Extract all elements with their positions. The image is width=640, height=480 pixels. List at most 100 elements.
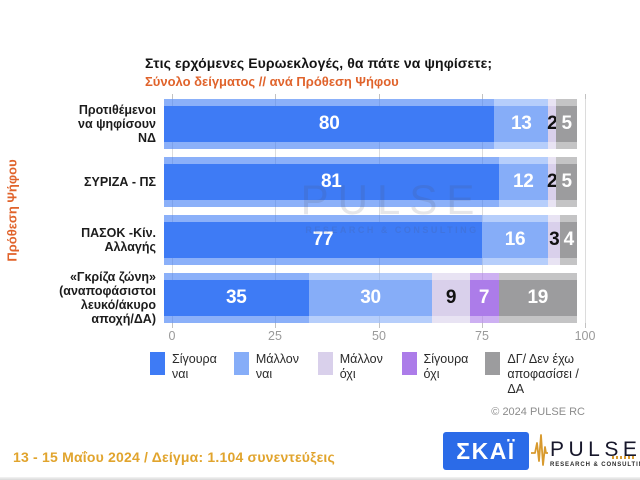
bar-segment: 7	[469, 273, 499, 323]
bar-rows: Προτιθέμενοι να ψηφίσουν ΝΔ 80 13 2 5 ΣΥΡΙΖΑ …	[30, 99, 585, 326]
bar-segment: 30	[308, 273, 433, 323]
bar-value-label: 35	[226, 287, 247, 308]
bar-value-label: 4	[563, 229, 575, 250]
bar-row: Προτιθέμενοι να ψηφίσουν ΝΔ 80 13 2 5	[30, 99, 585, 149]
axis-tick	[585, 323, 586, 328]
stacked-bar: 81 12 2 5	[164, 157, 577, 207]
chart-title: Στις ερχόμενες Ευρωεκλογές, θα πάτε να ψ…	[145, 55, 493, 71]
stacked-bar: 80 13 2 5	[164, 99, 577, 149]
bar-segment: 16	[482, 215, 549, 265]
page-bottom-edge	[0, 477, 640, 480]
legend-label: Μάλλον όχι	[339, 352, 383, 381]
axis-tick	[172, 323, 173, 328]
axis-tick	[275, 323, 276, 328]
category-label: ΠΑΣΟΚ -Κίν. Αλλαγής	[81, 226, 156, 254]
bar-value-label: 77	[312, 229, 334, 250]
legend-item: ΔΓ/ Δεν έχω αποφασίσει / ΔΑ	[485, 352, 595, 396]
legend-item: Μάλλον όχι	[317, 352, 389, 396]
bar-row: ΠΑΣΟΚ -Κίν. Αλλαγής 77 16 3 4	[30, 215, 585, 265]
bar-segment: 3	[548, 215, 561, 265]
bar-segment: 77	[164, 215, 482, 265]
pulse-logo-text: PULSE	[550, 438, 640, 461]
stacked-bar: 77 16 3 4	[164, 215, 577, 265]
x-axis-labels: 0 25 50 75 100	[168, 329, 596, 345]
bar-row: ΣΥΡΙΖΑ - ΠΣ 81 12 2 5	[30, 157, 585, 207]
category-label: ΣΥΡΙΖΑ - ΠΣ	[84, 175, 156, 189]
category-label: «Γκρίζα ζώνη» (αναποφάσιστοι λευκό/άκυρο…	[59, 270, 156, 326]
bar-value-label: 9	[445, 287, 457, 308]
gridline	[585, 99, 586, 323]
bar-value-label: 16	[504, 229, 526, 250]
axis-tick-label: 75	[475, 329, 489, 343]
bar-value-label: 30	[360, 287, 381, 308]
legend-swatch	[485, 352, 501, 375]
bar-segment: 9	[432, 273, 470, 323]
legend-swatch	[150, 352, 165, 375]
bar-value-label: 80	[318, 113, 340, 134]
axis-tick	[482, 323, 483, 328]
chart-header: Στις ερχόμενες Ευρωεκλογές, θα πάτε να ψ…	[145, 55, 605, 89]
bar-segment: 5	[556, 99, 577, 149]
pulse-logo: PULSE RESEARCH & CONSULTING	[531, 431, 640, 468]
legend-label: Μάλλον ναι	[255, 352, 299, 381]
gridline	[172, 99, 173, 323]
gridline	[379, 99, 380, 323]
gridline	[482, 99, 483, 323]
y-axis-label: Πρόθεση Ψήφου	[4, 159, 20, 262]
bar-segment: 81	[164, 157, 499, 207]
bar-segment: 19	[498, 273, 577, 323]
bar-segment: 4	[560, 215, 577, 265]
legend-label: Σίγουρα όχι	[423, 352, 469, 381]
axis-tick	[585, 94, 586, 99]
bar-value-label: 2	[547, 113, 558, 134]
bar-segment: 2	[547, 157, 558, 207]
bar-value-label: 19	[527, 287, 548, 308]
axis-tick-label: 100	[574, 329, 596, 343]
legend-swatch	[317, 352, 333, 375]
copyright-note: © 2024 PULSE RC	[491, 406, 585, 418]
legend-label: ΔΓ/ Δεν έχω αποφασίσει / ΔΑ	[507, 352, 579, 396]
bar-value-label: 13	[510, 113, 532, 134]
pulse-logo-tagline: RESEARCH & CONSULTING	[550, 462, 640, 468]
bar-value-label: 3	[549, 229, 560, 250]
chart-subtitle: Σύνολο δείγματος // ανά Πρόθεση Ψήφου	[145, 74, 399, 89]
legend-item: Μάλλον ναι	[233, 352, 305, 396]
bar-row: «Γκρίζα ζώνη» (αναποφάσιστοι λευκό/άκυρο…	[30, 270, 585, 326]
bar-value-label: 5	[561, 113, 573, 134]
bar-segment: 35	[164, 273, 309, 323]
axis-tick	[482, 94, 483, 99]
bar-segment: 5	[556, 157, 577, 207]
axis-tick-label: 0	[168, 329, 176, 343]
bar-value-label: 7	[478, 287, 490, 308]
survey-footer-note: 13 - 15 Μαΐου 2024 / Δείγμα: 1.104 συνεν…	[13, 449, 335, 465]
axis-tick	[379, 323, 380, 328]
legend-swatch	[401, 352, 417, 375]
stacked-bar: 35 30 9 7 19	[164, 273, 577, 323]
skai-logo: ΣΚΑΪ	[443, 432, 529, 470]
category-label: Προτιθέμενοι να ψηφίσουν ΝΔ	[78, 103, 156, 145]
axis-tick-label: 25	[268, 329, 282, 343]
bar-segment: 12	[498, 157, 549, 207]
bar-segment: 2	[547, 99, 558, 149]
axis-tick	[275, 94, 276, 99]
gridline	[275, 99, 276, 323]
pulse-logo-dashes	[612, 456, 636, 459]
bar-segment: 13	[494, 99, 549, 149]
axis-tick	[379, 94, 380, 99]
legend-swatch	[233, 352, 249, 375]
legend-item: Σίγουρα όχι	[401, 352, 473, 396]
bar-value-label: 81	[320, 171, 342, 192]
pulse-logo-top: PULSE	[531, 431, 639, 467]
axis-tick	[172, 94, 173, 99]
skai-logo-text: ΣΚΑΪ	[456, 437, 516, 464]
axis-tick-label: 50	[372, 329, 386, 343]
legend: Σίγουρα ναι Μάλλον ναι Μάλλον όχι Σίγουρα ό…	[150, 352, 595, 396]
legend-item: Σίγουρα ναι	[150, 352, 221, 396]
bar-value-label: 12	[513, 171, 534, 192]
pulse-waveform-icon	[531, 434, 548, 466]
legend-label: Σίγουρα ναι	[172, 352, 217, 381]
bar-value-label: 5	[561, 171, 572, 192]
plot-grid	[172, 94, 586, 328]
bar-value-label: 2	[547, 171, 558, 192]
bar-segment: 80	[164, 99, 495, 149]
